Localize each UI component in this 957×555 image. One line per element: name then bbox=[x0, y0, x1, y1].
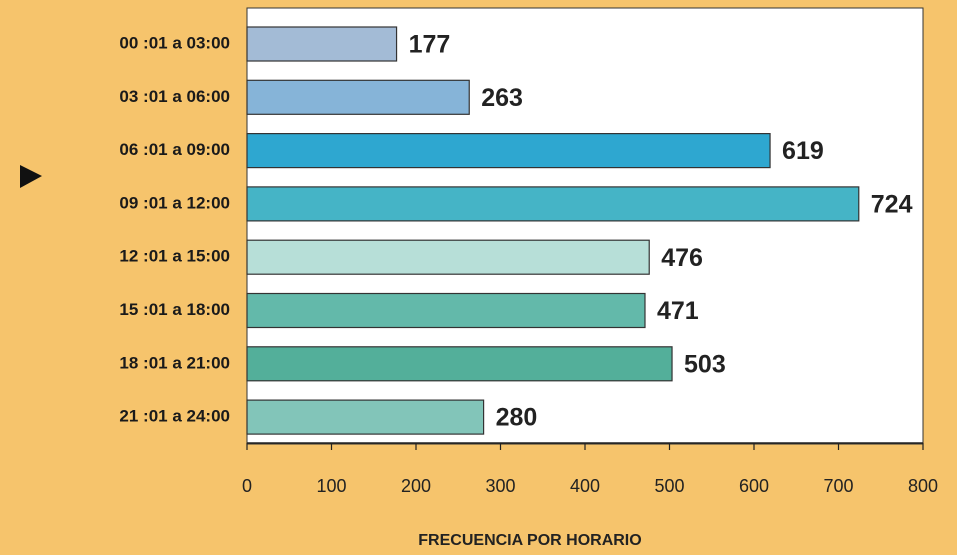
value-label: 724 bbox=[871, 191, 913, 219]
bar bbox=[246, 346, 673, 382]
bar bbox=[246, 399, 485, 435]
category-label: 12 :01 a 15:00 bbox=[119, 247, 230, 266]
x-tick-label: 300 bbox=[485, 476, 515, 496]
x-tick-label: 600 bbox=[739, 476, 769, 496]
bar bbox=[246, 79, 470, 115]
category-label: 03 :01 a 06:00 bbox=[119, 87, 230, 106]
category-label: 15 :01 a 18:00 bbox=[119, 300, 230, 319]
value-label: 177 bbox=[409, 31, 451, 59]
bar bbox=[246, 26, 398, 62]
value-label: 503 bbox=[684, 350, 726, 378]
value-label: 471 bbox=[657, 297, 699, 325]
category-label: 18 :01 a 21:00 bbox=[119, 353, 230, 372]
bar bbox=[246, 186, 860, 222]
x-axis-label: FRECUENCIA POR HORARIO bbox=[418, 532, 641, 549]
value-label: 476 bbox=[661, 244, 703, 272]
x-tick-label: 100 bbox=[316, 476, 346, 496]
x-tick-label: 800 bbox=[908, 476, 938, 496]
x-tick-label: 200 bbox=[401, 476, 431, 496]
bar bbox=[246, 133, 771, 169]
value-label: 280 bbox=[496, 404, 538, 432]
x-tick-label: 400 bbox=[570, 476, 600, 496]
value-label: 619 bbox=[782, 137, 824, 165]
x-tick-label: 500 bbox=[654, 476, 684, 496]
category-label: 21 :01 a 24:00 bbox=[119, 407, 230, 426]
value-label: 263 bbox=[481, 84, 523, 112]
category-label: 09 :01 a 12:00 bbox=[119, 193, 230, 212]
pointer-arrow bbox=[20, 165, 42, 188]
x-tick-label: 700 bbox=[823, 476, 853, 496]
category-label: 06 :01 a 09:00 bbox=[119, 140, 230, 159]
category-label: 00 :01 a 03:00 bbox=[119, 33, 230, 52]
x-tick-label: 0 bbox=[242, 476, 252, 496]
bar bbox=[246, 292, 646, 329]
bar bbox=[246, 239, 650, 275]
